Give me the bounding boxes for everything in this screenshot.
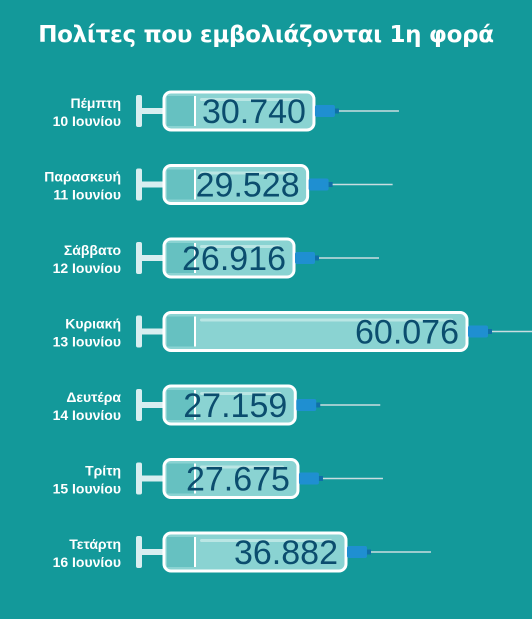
date-label: 15 Ιουνίου — [53, 481, 121, 497]
date-label: 14 Ιουνίου — [53, 407, 121, 423]
date-label: 10 Ιουνίου — [53, 113, 121, 129]
plunger-rod — [141, 549, 167, 555]
chart-title: Πολίτες που εμβολιάζονται 1η φορά — [38, 22, 494, 48]
value-label: 30.740 — [202, 93, 306, 131]
day-label: Παρασκευή — [44, 169, 121, 185]
syringe-barrel — [162, 164, 310, 205]
needle-hub — [298, 472, 319, 485]
value-label: 36.882 — [234, 534, 338, 572]
needle-hub — [296, 399, 317, 411]
plunger-rod — [141, 108, 167, 114]
value-label: 27.675 — [186, 461, 290, 499]
plunger-rod — [141, 475, 167, 482]
needle-tip — [366, 549, 371, 555]
plunger-thumb-press — [136, 462, 142, 495]
plunger-thumb-press — [136, 168, 142, 201]
day-label: Τρίτη — [85, 463, 121, 479]
needle-tip — [334, 108, 339, 114]
syringe-barrel — [162, 237, 296, 279]
day-label: Σάββατο — [64, 242, 121, 258]
needle-tip — [316, 402, 321, 408]
needle-tip — [318, 476, 323, 481]
barrel-highlight — [200, 318, 453, 322]
date-label: 16 Ιουνίου — [53, 554, 121, 570]
plunger-thumb-press — [136, 389, 142, 421]
plunger-rod — [141, 255, 167, 261]
needle-hub — [346, 546, 367, 558]
plunger-stopper — [167, 390, 195, 420]
plunger-stopper — [167, 316, 195, 347]
plunger-stopper — [167, 243, 195, 273]
day-label: Πέμπτη — [70, 95, 121, 111]
needle-hub — [468, 325, 488, 338]
day-label: Κυριακή — [65, 316, 121, 332]
needle-tip — [488, 329, 492, 334]
date-label: 13 Ιουνίου — [53, 334, 121, 350]
plunger-stopper — [167, 169, 195, 200]
plunger-stopper — [167, 96, 195, 126]
plunger-stopper — [167, 537, 195, 567]
day-label: Δευτέρα — [66, 389, 121, 405]
plunger-rod — [141, 181, 167, 188]
needle-tip — [315, 255, 319, 261]
plunger-stopper — [167, 463, 195, 494]
value-label: 60.076 — [355, 314, 459, 352]
barrel-highlight — [200, 245, 280, 248]
plunger-thumb-press — [136, 242, 142, 274]
syringe-barrel — [162, 458, 300, 499]
syringe-barrel — [162, 90, 316, 132]
syringe-barrel — [162, 531, 348, 573]
date-label: 11 Ιουνίου — [53, 187, 121, 203]
barrel-highlight — [200, 539, 332, 542]
value-label: 29.528 — [196, 167, 300, 205]
plunger-rod — [141, 328, 167, 335]
needle-tip — [328, 182, 333, 187]
value-label: 26.916 — [182, 240, 286, 278]
plunger-thumb-press — [136, 536, 142, 568]
barrel-highlight — [200, 98, 300, 101]
plunger-rod — [141, 402, 167, 408]
needle-hub — [295, 252, 315, 264]
needle-hub — [314, 105, 335, 117]
barrel-highlight — [200, 465, 284, 469]
date-label: 12 Ιουνίου — [53, 260, 121, 276]
barrel-highlight — [200, 392, 282, 395]
syringe-barrel — [162, 311, 469, 352]
plunger-thumb-press — [136, 315, 142, 348]
barrel-highlight — [200, 171, 294, 175]
day-label: Τετάρτη — [69, 536, 121, 552]
needle-hub — [308, 178, 329, 191]
syringe-barrel — [162, 384, 297, 426]
value-label: 27.159 — [183, 387, 287, 425]
plunger-thumb-press — [136, 95, 142, 127]
